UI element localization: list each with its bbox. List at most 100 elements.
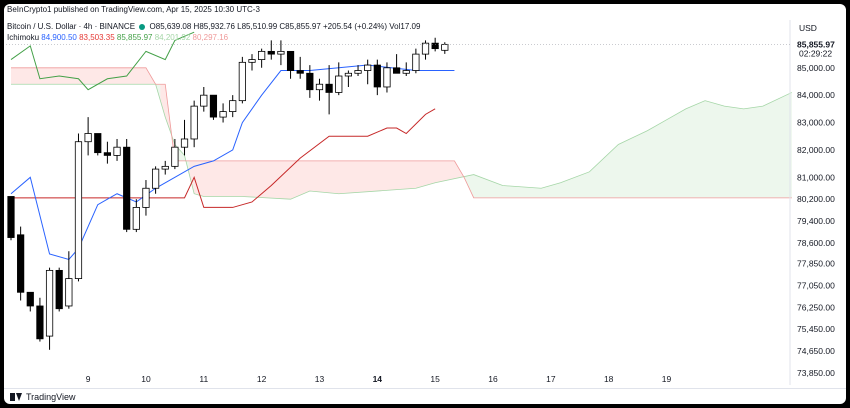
candle-body-down — [286, 50, 295, 71]
candle — [209, 94, 218, 120]
candle-body-down — [306, 72, 314, 91]
candle-body-up — [335, 75, 343, 93]
cloud-bearish-area — [11, 67, 156, 85]
price-tick-label: 73,850.00 — [797, 368, 835, 378]
candle — [219, 103, 227, 123]
candle-body-up — [354, 70, 362, 74]
candle — [103, 141, 111, 164]
cloud-bullish-area — [464, 92, 792, 198]
candle — [258, 48, 266, 68]
price-tick-label: 79,400.00 — [797, 216, 835, 226]
candle — [142, 180, 150, 216]
price-tick-label: 82,000.00 — [797, 145, 835, 155]
price-tick-label: 75,450.00 — [797, 324, 835, 334]
candle-body-down — [373, 64, 381, 88]
candle-body-down — [7, 196, 15, 238]
publish-bar: BeInCrypto1 published on TradingView.com… — [4, 4, 846, 20]
price-tick-label: 77,050.00 — [797, 280, 835, 290]
candle-body-up — [219, 111, 227, 118]
price-axis[interactable]: 73,850.00 74,650.00 75,450.00 76,250.00 77,0… — [797, 63, 835, 378]
cloud-bearish-area — [189, 160, 465, 200]
symbol-line: Bitcoin / U.S. Dollar · 4h · BINANCE O85… — [7, 22, 420, 31]
chikou-span-line — [10, 31, 195, 91]
candle-body-up — [45, 269, 54, 337]
candle-body-down — [325, 83, 333, 93]
candle — [344, 70, 353, 87]
candle-body-up — [180, 138, 189, 148]
indicator-value-1: 83,503.35 — [76, 33, 115, 42]
candle-body-up — [421, 42, 430, 55]
candle-body-up — [229, 100, 237, 113]
market-open-icon — [139, 23, 146, 30]
candle-body-up — [238, 61, 246, 102]
price-chart[interactable]: 73,850.00 74,650.00 75,450.00 76,250.00 77,0… — [4, 4, 846, 388]
candle — [277, 40, 285, 66]
footer-bar: TradingView — [4, 388, 846, 404]
tenkan-sen-line — [10, 64, 455, 261]
candlesticks — [7, 37, 449, 350]
price-tick-label: 81,000.00 — [797, 172, 835, 182]
candle-body-up — [74, 141, 83, 280]
candle-body-up — [383, 67, 391, 88]
candle — [296, 56, 304, 79]
candle-body-up — [161, 165, 169, 170]
time-axis[interactable]: 9 10 11 12 13 14 15 16 17 18 19 — [86, 374, 672, 384]
candle-body-down — [267, 50, 275, 55]
senkou-span-b-line — [11, 67, 792, 199]
candle — [45, 267, 54, 350]
time-tick-label: 10 — [141, 374, 151, 384]
time-tick-label: 16 — [488, 374, 498, 384]
indicator-values: 84,900.50 83,503.35 85,855.97 84,201.92 … — [41, 33, 228, 42]
candle — [74, 133, 83, 282]
candle — [17, 226, 25, 301]
indicator-value-2: 85,855.97 — [114, 33, 153, 42]
time-tick-label: 9 — [86, 374, 91, 384]
bar-countdown-label: 02:29:22 — [799, 48, 832, 58]
candle-body-up — [315, 83, 324, 91]
candle — [123, 138, 131, 233]
candle — [421, 40, 430, 60]
candle — [200, 86, 208, 112]
candle-body-up — [190, 105, 198, 140]
candle — [267, 40, 275, 60]
candle-body-up — [200, 94, 208, 107]
indicator-value-0: 84,900.50 — [41, 33, 77, 42]
candle — [151, 166, 160, 194]
price-tick-label: 77,850.00 — [797, 259, 835, 269]
candle — [238, 56, 246, 104]
time-tick-label: 15 — [430, 374, 440, 384]
kijun-sen-line — [11, 108, 436, 208]
candle — [325, 65, 333, 115]
candle — [65, 251, 73, 309]
candle-body-up — [277, 50, 285, 55]
cloud-bearish-area — [160, 84, 175, 161]
symbol-title[interactable]: Bitcoin / U.S. Dollar · 4h · BINANCE — [7, 22, 136, 31]
candle-body-up — [364, 64, 372, 71]
indicator-line[interactable]: Ichimoku 84,900.50 83,503.35 85,855.97 8… — [7, 33, 228, 42]
candle-body-up — [84, 133, 92, 143]
candle — [55, 267, 63, 312]
candle — [412, 48, 420, 74]
price-tick-label: 80,200.00 — [797, 194, 835, 204]
time-tick-label: 19 — [662, 374, 672, 384]
candle — [373, 59, 381, 96]
candle — [190, 100, 198, 148]
price-tick-label: 85,000.00 — [797, 63, 835, 73]
candle-body-down — [17, 234, 25, 293]
candle — [113, 138, 121, 161]
chart-frame: BeInCrypto1 published on TradingView.com… — [4, 4, 846, 404]
publish-text: BeInCrypto1 published on TradingView.com… — [7, 5, 260, 14]
tradingview-logo[interactable]: TradingView — [10, 392, 76, 402]
candle — [402, 62, 410, 77]
candle — [229, 95, 237, 118]
tradingview-logo-icon — [10, 393, 22, 401]
candle-body-down — [26, 291, 34, 307]
candle — [306, 65, 314, 98]
candle — [36, 297, 44, 342]
candle-body-up — [132, 207, 140, 230]
candle — [392, 54, 401, 74]
candle — [7, 196, 15, 241]
cloud-bullish-area — [174, 144, 190, 175]
candle — [383, 62, 391, 93]
candle — [26, 291, 34, 312]
